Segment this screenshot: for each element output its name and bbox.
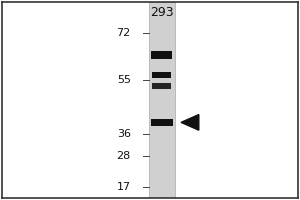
Bar	[151, 119, 173, 126]
Text: 28: 28	[116, 151, 131, 161]
Bar	[148, 2, 175, 198]
Text: 72: 72	[116, 28, 131, 38]
Polygon shape	[181, 115, 199, 130]
Bar	[152, 83, 171, 89]
Text: 293: 293	[150, 6, 174, 19]
Text: 17: 17	[117, 182, 131, 192]
Text: 55: 55	[117, 75, 131, 85]
Bar	[152, 72, 171, 78]
Text: 36: 36	[117, 129, 131, 139]
Bar	[152, 51, 172, 59]
